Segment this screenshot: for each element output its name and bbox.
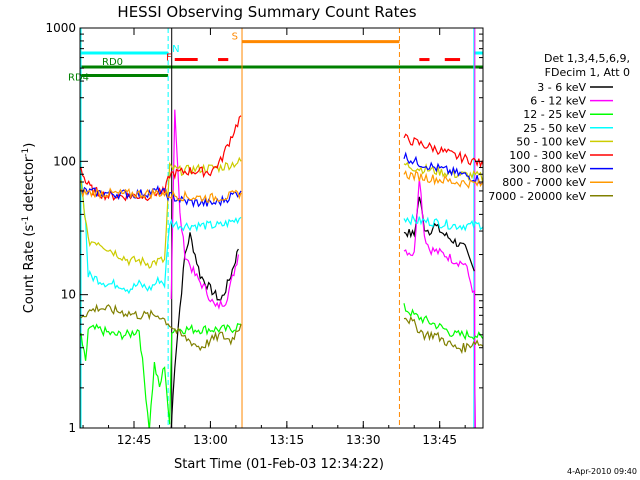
x-tick-label-4: 13:45 [422,433,457,447]
legend-label-5: 100 - 300 keV [509,149,586,162]
status-flag-bars [81,40,483,78]
y-tick-label-0: 1 [68,421,76,435]
series-line-7 [80,169,483,203]
x-tick-label-2: 13:15 [270,433,305,447]
flag-label-rd4: RD4 [68,73,89,84]
legend-label-7: 800 - 7000 keV [502,176,586,189]
series-line-2 [80,303,483,428]
legend-header-line-1: Det 1,3,4,5,6,9, [544,52,630,65]
flag-label-f: F [166,53,172,64]
x-tick-label-0: 12:45 [117,433,152,447]
footer-date: 4-Apr-2010 09:40 [567,467,637,476]
series-line-3 [80,175,483,295]
flag-label-n: N [172,44,179,55]
y-tick-label-2: 100 [53,154,76,168]
series-lines [80,109,483,428]
x-tick-label-1: 13:00 [193,433,228,447]
legend-label-4: 50 - 100 keV [516,135,586,148]
legend-label-8: 7000 - 20000 keV [488,190,586,203]
flag-label-rd0: RD0 [102,57,123,68]
legend-label-1: 6 - 12 keV [530,95,586,108]
transition-markers [80,28,476,428]
y-tick-label-3: 1000 [45,21,76,35]
status-flag-labels: NF S RD0 RD4 [68,32,238,84]
legend-label-2: 12 - 25 keV [523,108,586,121]
x-axis: 12:45 13:00 13:15 13:30 13:45 [82,28,466,447]
chart-title: HESSI Observing Summary Count Rates [117,3,416,21]
y-axis-label: Count Rate (s-1 detector-1) [21,143,37,314]
plot-frame [79,27,484,429]
flag-label-s: S [232,32,238,43]
legend-label-3: 25 - 50 keV [523,122,586,135]
y-axis: 1 10 100 1000 [45,21,483,435]
legend-header-line-2: FDecim 1, Att 0 [545,66,630,79]
x-axis-label: Start Time (01-Feb-03 12:34:22) [174,457,384,472]
legend: Det 1,3,4,5,6,9, FDecim 1, Att 0 3 - 6 k… [488,52,630,203]
legend-label-6: 300 - 800 keV [509,163,586,176]
y-tick-label-1: 10 [61,288,76,302]
legend-label-0: 3 - 6 keV [537,81,586,94]
series-line-6 [80,151,483,209]
series-line-8 [80,303,483,355]
x-tick-label-3: 13:30 [346,433,381,447]
